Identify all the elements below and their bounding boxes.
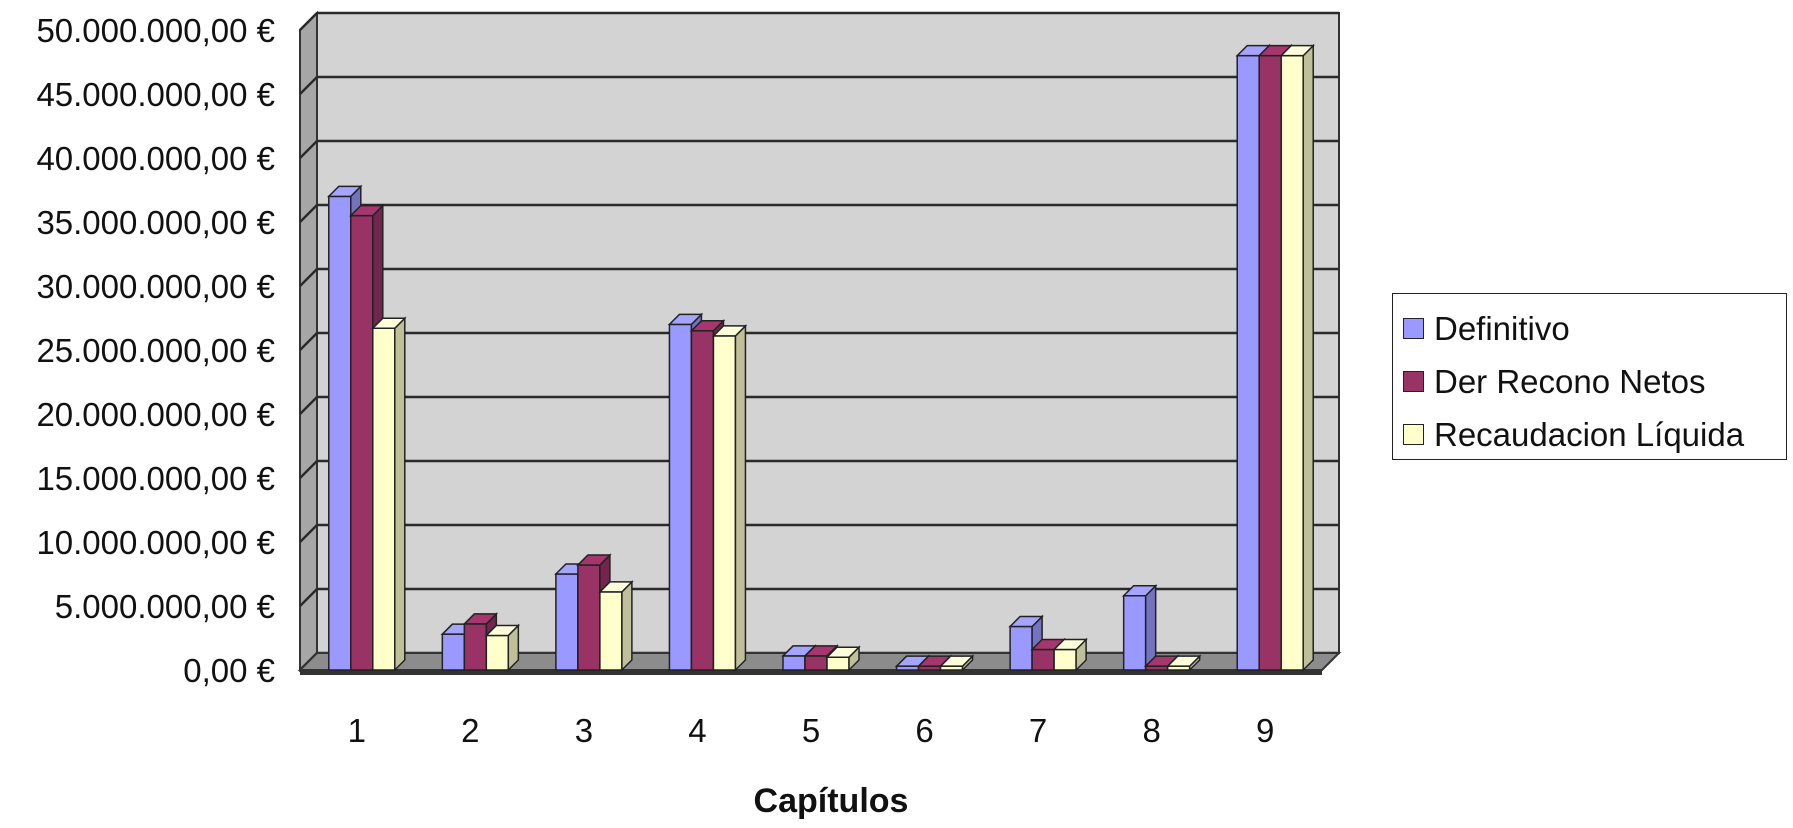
legend-label-der-recono-netos: Der Recono Netos (1434, 362, 1706, 400)
x-tick-label: 1 (348, 712, 366, 749)
bar-top (1279, 44, 1316, 57)
bar-top (1121, 585, 1158, 597)
x-tick-label: 7 (1029, 712, 1047, 749)
bar (598, 580, 634, 672)
bar-front (826, 656, 850, 671)
bar (711, 324, 748, 672)
y-tick-label: 40.000.000,00 € (36, 140, 275, 177)
y-tick-label: 35.000.000,00 € (36, 204, 275, 241)
bar-top (348, 204, 385, 217)
bar-front (1122, 595, 1147, 671)
legend-item-definitivo: Definitivo (1403, 302, 1786, 355)
gridline-side (299, 268, 318, 287)
gridline-side (299, 460, 318, 479)
y-tick-label: 15.000.000,00 € (36, 460, 275, 497)
legend-swatch-der-recono-netos (1403, 371, 1424, 392)
bar (1279, 43, 1316, 672)
bar-front (1236, 54, 1260, 671)
bar-top (803, 645, 839, 657)
x-tick-label: 5 (802, 712, 820, 749)
bar-front (782, 655, 806, 671)
y-tick-label: 20.000.000,00 € (36, 396, 275, 433)
bar-front (1031, 648, 1055, 671)
legend-item-recaudacion-liquida: Recaudacion Líquida (1403, 408, 1786, 461)
bar (484, 623, 521, 672)
bar-front (1280, 54, 1304, 671)
x-tick-label: 9 (1256, 712, 1274, 749)
bar-front (1258, 54, 1282, 671)
bar-front (328, 195, 352, 671)
x-tick-label: 6 (915, 712, 933, 749)
bar (938, 654, 975, 672)
bar-top (370, 317, 407, 329)
bar-side (621, 580, 633, 672)
bar-front (712, 335, 737, 671)
bar-top (326, 185, 363, 198)
bar-side (394, 316, 406, 672)
y-tick-label: 45.000.000,00 € (36, 76, 275, 113)
gridline-side (299, 140, 318, 159)
y-tick-label: 25.000.000,00 € (36, 332, 275, 369)
y-tick-label: 5.000.000,00 € (55, 588, 275, 625)
bar-front (441, 633, 466, 671)
gridline-side (299, 204, 318, 223)
legend-item-der-recono-netos: Der Recono Netos (1403, 355, 1786, 408)
y-tick-label: 10.000.000,00 € (36, 524, 275, 561)
bar (1165, 654, 1202, 672)
x-tick-label: 8 (1142, 712, 1160, 749)
y-tick-label: 30.000.000,00 € (36, 268, 275, 305)
bar (370, 316, 407, 672)
gridline-side (299, 396, 318, 415)
legend-swatch-definitivo (1403, 318, 1424, 339)
x-tick-label: 3 (575, 712, 593, 749)
gridline-side (299, 332, 318, 351)
bar-front (804, 655, 828, 671)
bar-front (1053, 648, 1077, 671)
legend-swatch-recaudacion-liquida (1403, 424, 1424, 445)
bar-top (667, 313, 704, 326)
y-tick-label: 50.000.000,00 € (36, 12, 275, 49)
bar (1121, 583, 1158, 672)
legend: Definitivo Der Recono Netos Recaudacion … (1392, 293, 1787, 460)
bar-side (734, 324, 747, 672)
bar-front (599, 591, 623, 671)
bar-top (711, 325, 748, 337)
bar (1052, 637, 1088, 672)
bar-top (484, 624, 521, 637)
bar-top (1008, 615, 1044, 628)
bar-top (576, 554, 612, 566)
bar-front (690, 330, 715, 671)
gridline-side (299, 588, 318, 607)
bar-top (598, 581, 634, 593)
y-tick-label: 0,00 € (183, 652, 275, 689)
bar-top (938, 655, 975, 667)
bar-top (1165, 655, 1202, 667)
legend-label-definitivo: Definitivo (1434, 309, 1570, 347)
bar-top (462, 613, 499, 625)
bar-top (1052, 638, 1088, 651)
bar-front (668, 323, 693, 671)
bar-front (1009, 625, 1033, 671)
x-tick-label: 4 (688, 712, 706, 749)
bar-front (555, 573, 579, 671)
bar-top (825, 646, 861, 658)
legend-label-recaudacion-liquida: Recaudacion Líquida (1434, 415, 1745, 453)
x-axis-title: Capítulos (754, 782, 909, 820)
bar-front (577, 564, 601, 671)
bar-front (372, 327, 396, 671)
bar-top (689, 320, 726, 332)
bar-front (463, 623, 488, 671)
bar (825, 645, 861, 672)
bar-front (350, 214, 374, 671)
floor-edge (300, 670, 1322, 675)
bar-front (485, 634, 510, 671)
x-tick-label: 2 (461, 712, 479, 749)
gridline-side (299, 524, 318, 543)
bar-side (1302, 43, 1314, 672)
gridline-side (299, 12, 318, 31)
gridline-side (299, 76, 318, 95)
